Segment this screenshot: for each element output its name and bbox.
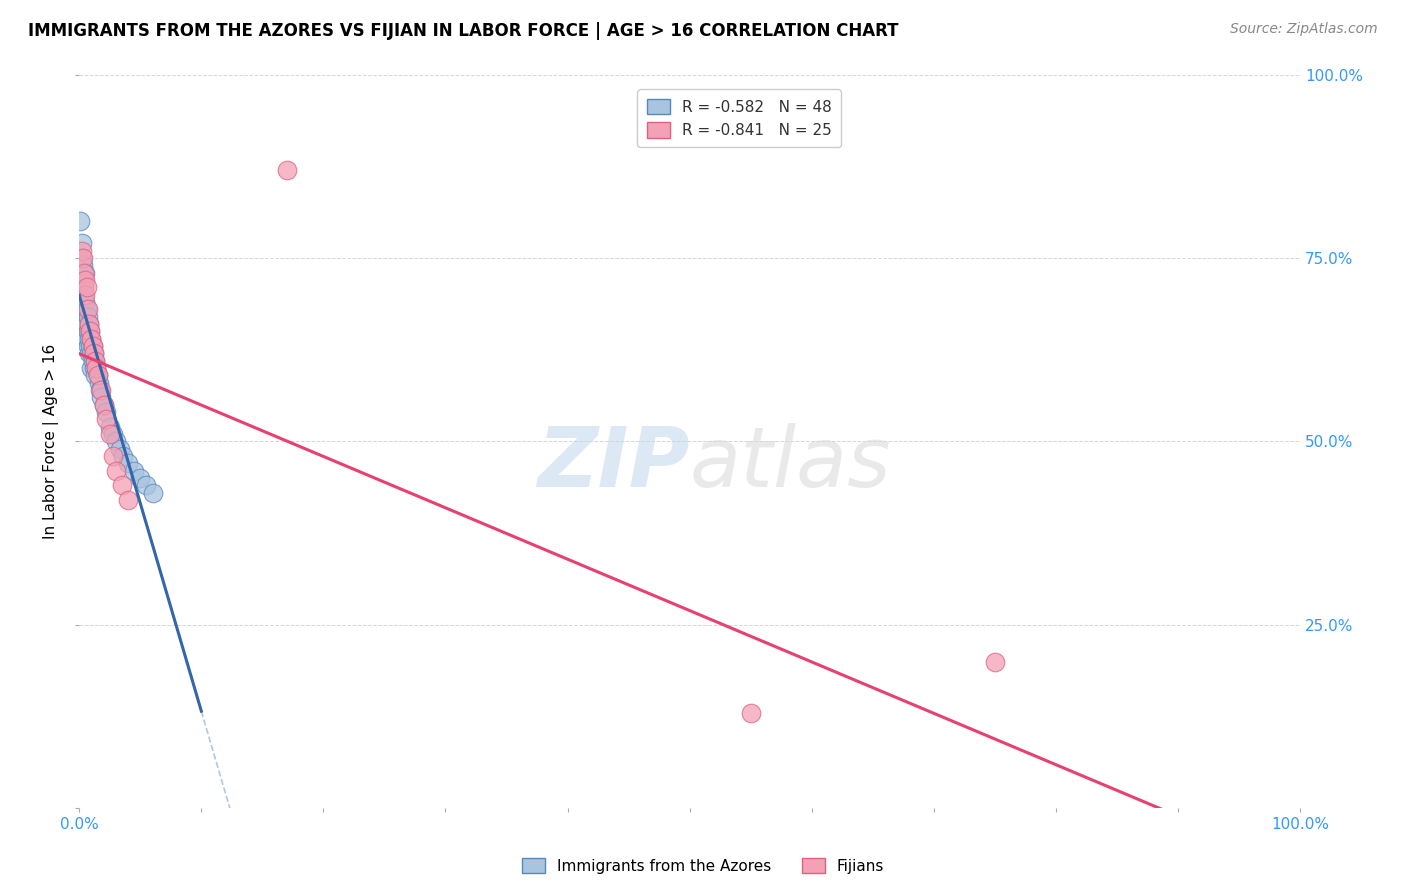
Point (82, 339, 104, 353)
Point (76, 317, 98, 331)
Text: ZIP: ZIP (537, 423, 689, 504)
Point (112, 449, 135, 463)
Point (80, 346, 103, 360)
Point (82, 353, 104, 368)
Point (76, 302, 98, 317)
Point (87, 376, 110, 390)
Point (76, 332, 98, 346)
Point (94, 405, 117, 419)
Point (80, 332, 103, 346)
Point (740, 706, 762, 720)
Point (72, 258, 94, 272)
Point (98, 419, 121, 434)
Point (104, 464, 127, 478)
Point (73, 302, 96, 317)
Point (129, 471, 152, 485)
Point (93, 398, 115, 412)
Point (98, 427, 121, 442)
Point (111, 478, 134, 492)
Point (141, 485, 163, 500)
Point (82, 339, 104, 353)
Point (86, 361, 108, 376)
Text: IMMIGRANTS FROM THE AZORES VS FIJIAN IN LABOR FORCE | AGE > 16 CORRELATION CHART: IMMIGRANTS FROM THE AZORES VS FIJIAN IN … (28, 22, 898, 40)
Point (72, 273, 94, 287)
Point (90, 391, 112, 405)
Point (70, 244, 93, 258)
Point (108, 442, 131, 456)
Point (79, 339, 101, 353)
Point (86, 368, 108, 383)
Point (94, 412, 117, 426)
Point (70, 236, 93, 251)
Point (72, 251, 94, 265)
Point (76, 280, 98, 294)
Point (75, 273, 97, 287)
Text: atlas: atlas (689, 423, 891, 504)
Point (76, 310, 98, 324)
Point (83, 346, 105, 360)
Point (76, 339, 98, 353)
Point (984, 655, 1007, 669)
Point (135, 478, 157, 492)
Text: Source: ZipAtlas.com: Source: ZipAtlas.com (1230, 22, 1378, 37)
Point (86, 361, 108, 376)
Point (76, 324, 98, 338)
Point (84, 353, 107, 368)
Point (86, 368, 108, 383)
Point (79, 324, 101, 338)
Point (90, 383, 112, 397)
Point (104, 434, 127, 449)
Point (122, 464, 145, 478)
Point (117, 457, 139, 471)
Point (83, 361, 105, 376)
Point (77, 317, 100, 331)
Point (117, 493, 139, 508)
Point (70, 251, 93, 265)
Point (89, 383, 111, 397)
Point (80, 332, 103, 346)
Point (93, 398, 115, 412)
Y-axis label: In Labor Force | Age > 16: In Labor Force | Age > 16 (44, 343, 59, 539)
Point (80, 361, 103, 376)
Point (103, 427, 125, 442)
Point (84, 353, 107, 368)
Legend: R = -0.582   N = 48, R = -0.841   N = 25: R = -0.582 N = 48, R = -0.841 N = 25 (637, 89, 841, 147)
Point (75, 317, 97, 331)
Point (72, 287, 94, 301)
Point (276, 162, 298, 177)
Point (73, 280, 96, 294)
Point (103, 449, 125, 463)
Point (79, 324, 101, 338)
Point (77, 346, 100, 360)
Point (75, 266, 97, 280)
Point (73, 266, 96, 280)
Legend: Immigrants from the Azores, Fijians: Immigrants from the Azores, Fijians (516, 852, 890, 880)
Point (77, 332, 100, 346)
Point (69, 214, 91, 228)
Point (83, 346, 105, 360)
Point (76, 302, 98, 317)
Point (75, 287, 97, 301)
Point (77, 317, 100, 331)
Point (75, 295, 97, 310)
Point (84, 368, 107, 383)
